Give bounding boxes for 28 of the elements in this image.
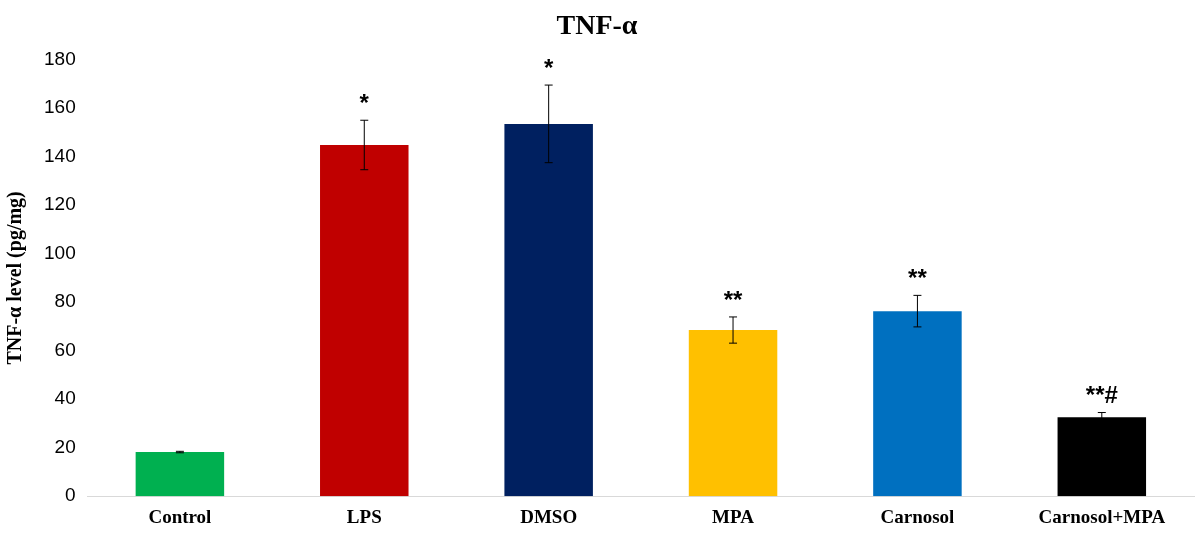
- annotation: *: [543, 53, 554, 81]
- x-tick-label: Control: [148, 505, 212, 527]
- annotation: **#: [1085, 381, 1118, 409]
- bar: [873, 311, 962, 497]
- y-tick-label: 0: [65, 484, 76, 506]
- annotation: **: [908, 263, 928, 291]
- x-tick-label: LPS: [346, 505, 382, 527]
- x-tick-label: Carnosol+MPA: [1038, 505, 1166, 527]
- bar: [688, 330, 778, 497]
- y-tick-label: 140: [44, 144, 76, 166]
- bar: [504, 123, 593, 497]
- bar: [135, 452, 225, 497]
- y-tick-label: 20: [54, 435, 76, 457]
- y-tick-label: 40: [54, 387, 76, 409]
- bar: [320, 144, 409, 497]
- y-tick-label: 100: [44, 241, 76, 263]
- y-tick-label: 80: [54, 290, 76, 312]
- y-tick-label: 60: [54, 338, 76, 360]
- annotation: *: [359, 88, 370, 116]
- x-tick-label: MPA: [712, 505, 755, 527]
- y-tick-label: 120: [44, 193, 76, 215]
- y-axis-title: TNF-α level (pg/mg): [3, 191, 27, 365]
- chart-title: TNF-α: [556, 9, 638, 41]
- x-tick-label: Carnosol: [880, 505, 955, 527]
- y-tick-label: 160: [44, 96, 76, 118]
- x-tick-label: DMSO: [520, 505, 578, 527]
- y-tick-label: 180: [44, 47, 76, 69]
- annotation: **: [723, 285, 744, 313]
